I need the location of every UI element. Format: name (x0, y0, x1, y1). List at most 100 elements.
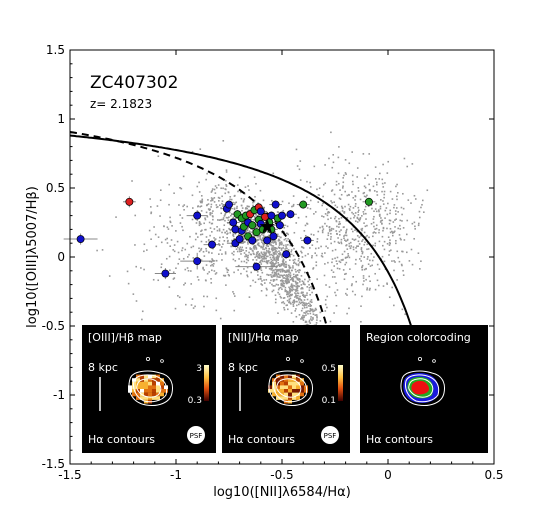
background-point (191, 298, 194, 300)
background-point (181, 249, 183, 252)
background-point (290, 303, 292, 305)
background-point (174, 307, 177, 310)
background-point (209, 213, 212, 216)
background-point (280, 249, 283, 251)
background-point (402, 192, 404, 195)
background-point (328, 211, 331, 214)
background-point (378, 240, 381, 243)
background-point (301, 246, 304, 249)
background-point (383, 240, 386, 243)
map-pixel (152, 389, 156, 393)
background-point (206, 272, 209, 275)
background-point (294, 280, 297, 283)
background-point (338, 223, 340, 226)
background-point (275, 278, 278, 281)
background-point (274, 294, 277, 297)
background-point (249, 247, 251, 249)
background-point (302, 301, 304, 304)
background-point (278, 239, 281, 242)
background-point (341, 253, 344, 256)
background-point (134, 244, 136, 246)
background-point (357, 218, 360, 221)
background-point (216, 206, 219, 208)
background-point (286, 280, 288, 283)
map-pixel (144, 392, 148, 397)
background-point (267, 255, 269, 258)
background-point (255, 240, 258, 243)
background-point (298, 314, 301, 316)
background-point (256, 255, 259, 257)
background-point (374, 272, 376, 275)
background-point (271, 245, 273, 247)
background-point (300, 284, 303, 286)
background-point (356, 221, 359, 223)
background-point (267, 245, 269, 248)
background-point (201, 201, 203, 204)
background-point (296, 287, 299, 290)
background-point (292, 278, 295, 280)
background-point (375, 181, 378, 184)
background-point (209, 234, 211, 237)
background-point (265, 245, 268, 247)
background-point (398, 234, 401, 236)
background-point (313, 165, 316, 168)
background-point (366, 194, 368, 197)
background-point (293, 300, 295, 302)
map-pixel (136, 396, 140, 400)
background-point (367, 205, 370, 208)
background-point (264, 254, 266, 256)
map-pixel (136, 385, 140, 390)
background-point (346, 256, 349, 259)
background-point (273, 252, 276, 254)
background-point (277, 312, 279, 314)
background-point (169, 221, 172, 224)
background-point (294, 292, 296, 294)
background-point (262, 245, 265, 248)
background-point (288, 202, 290, 205)
background-point (373, 215, 375, 218)
background-point (309, 293, 311, 296)
background-point (163, 225, 165, 227)
background-point (263, 251, 265, 254)
background-point (207, 251, 210, 254)
background-point (395, 185, 397, 188)
background-point (395, 195, 398, 198)
colorbar (204, 365, 209, 401)
background-point (260, 255, 263, 258)
background-point (248, 189, 250, 191)
background-point (214, 273, 217, 275)
background-point (399, 228, 402, 230)
background-point (288, 300, 291, 303)
background-point (346, 194, 349, 197)
background-point (296, 277, 299, 280)
map-pixel (148, 378, 152, 382)
background-point (299, 280, 301, 283)
background-point (273, 240, 276, 242)
background-point (276, 247, 278, 250)
background-point (378, 210, 380, 213)
background-point (273, 269, 275, 272)
map-pixel (140, 389, 144, 393)
background-point (393, 269, 395, 272)
background-point (132, 293, 135, 295)
background-point (283, 265, 285, 267)
background-point (243, 198, 246, 200)
background-point (347, 255, 350, 257)
background-point (240, 197, 243, 200)
background-point (362, 153, 365, 155)
background-point (287, 278, 290, 281)
background-point (337, 237, 339, 239)
background-point (268, 259, 270, 262)
background-point (399, 237, 402, 240)
background-point (229, 198, 231, 201)
map-pixel (144, 374, 148, 379)
background-point (351, 151, 353, 153)
background-point (260, 241, 263, 243)
background-point (336, 256, 339, 259)
background-point (176, 240, 179, 243)
background-point (310, 316, 312, 318)
background-point (230, 245, 233, 248)
background-point (330, 232, 332, 235)
background-point (200, 259, 203, 261)
inset-title: Region colorcoding (366, 331, 471, 344)
